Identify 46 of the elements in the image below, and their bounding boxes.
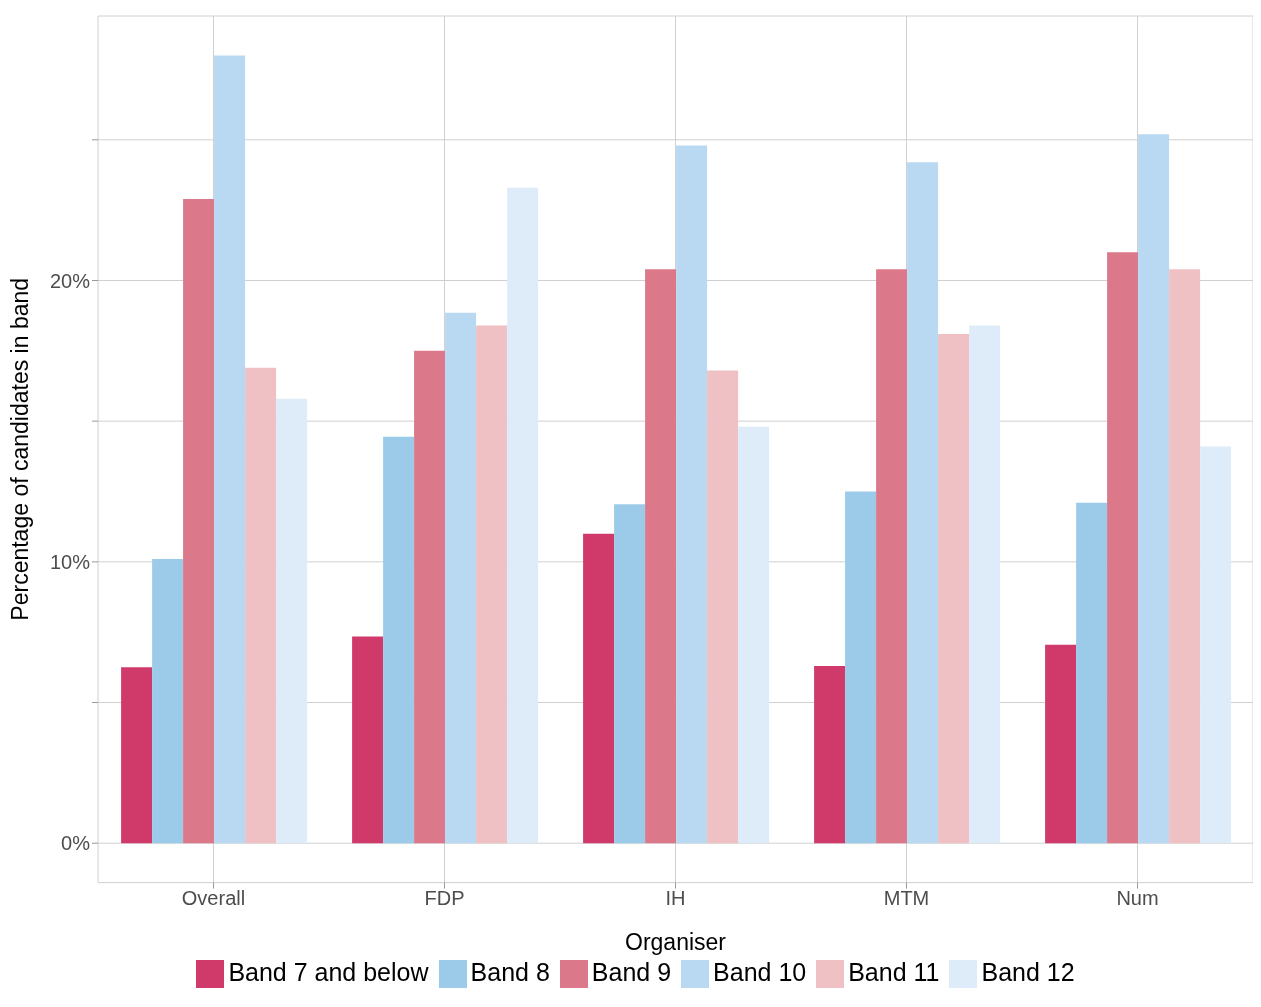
bar (1169, 269, 1201, 844)
bar (1138, 134, 1170, 844)
legend-label: Band 12 (981, 957, 1075, 986)
legend-label: Band 9 (591, 957, 672, 986)
bar (1076, 502, 1108, 844)
bar (245, 367, 277, 844)
bar (214, 55, 246, 844)
y-tick-label: 20% (49, 269, 91, 292)
bar (845, 491, 877, 844)
y-tick-label: 0% (61, 832, 91, 855)
bar (645, 269, 677, 844)
bar (583, 533, 615, 844)
bar (969, 325, 1001, 844)
x-tick-label: Overall (181, 886, 246, 909)
bar (352, 636, 384, 844)
legend-label: Band 10 (713, 957, 807, 986)
x-tick-label: IH (665, 886, 686, 909)
bar (152, 559, 184, 844)
bar (183, 198, 215, 844)
bar (907, 162, 939, 844)
bar (876, 269, 908, 844)
y-tick-label: 10% (49, 550, 91, 573)
bar (814, 665, 846, 844)
bar (414, 350, 446, 844)
bar (676, 145, 708, 844)
legend-label: Band 11 (848, 957, 940, 986)
y-axis-title: Percentage of candidates in band (7, 277, 34, 621)
bar (614, 504, 646, 844)
bar (507, 187, 539, 844)
bar (476, 325, 508, 844)
bar (383, 436, 415, 844)
bar (707, 370, 739, 844)
bar (738, 426, 770, 844)
bar (276, 398, 308, 844)
bar (1045, 644, 1077, 844)
x-tick-label: FDP (424, 886, 465, 909)
bar (445, 312, 477, 844)
x-tick-label: MTM (883, 886, 930, 909)
bar (121, 667, 153, 844)
bar (1107, 252, 1139, 844)
x-axis-title: Organiser (625, 928, 727, 955)
x-tick-label: Num (1116, 886, 1159, 909)
bar (1200, 446, 1232, 844)
legend-label: Band 7 and below (228, 957, 429, 986)
bar (938, 333, 970, 844)
legend-label: Band 8 (470, 957, 550, 986)
